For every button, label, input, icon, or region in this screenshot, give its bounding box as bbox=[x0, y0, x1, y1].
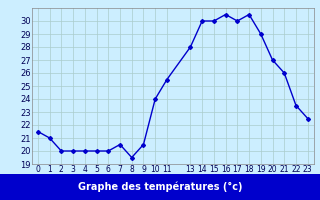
Text: Graphe des températures (°c): Graphe des températures (°c) bbox=[78, 182, 242, 192]
